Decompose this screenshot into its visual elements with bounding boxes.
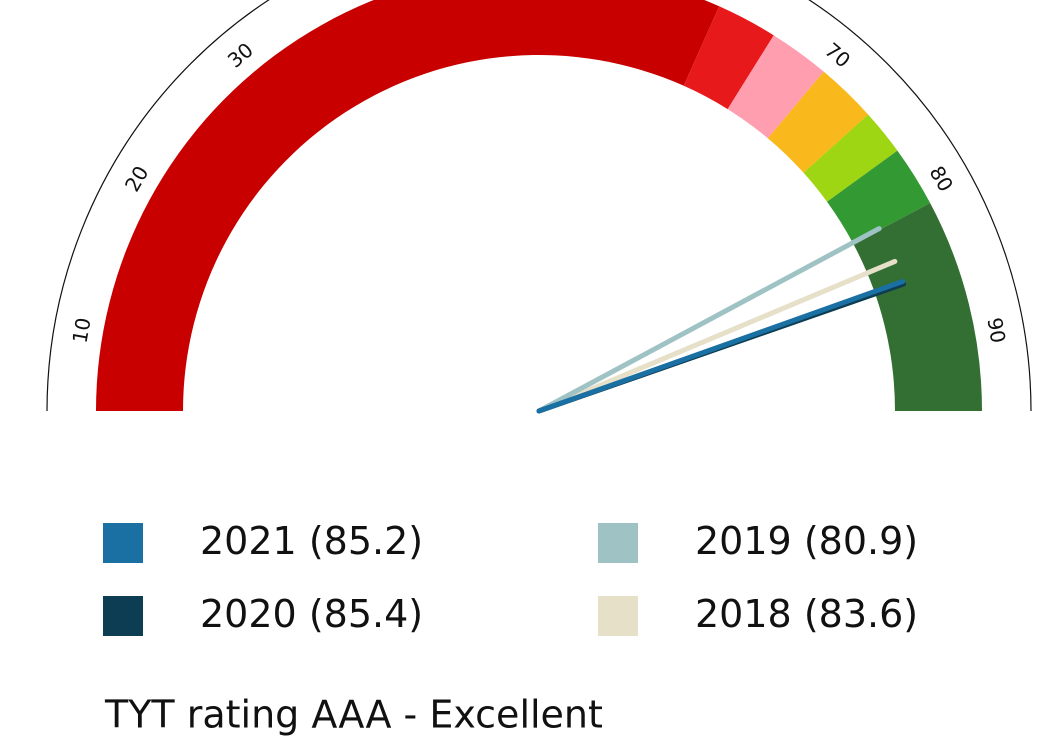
gauge-band (853, 203, 982, 411)
legend-swatch (103, 596, 143, 636)
legend-value: (80.9) (804, 519, 918, 563)
legend-label: 2018 (83.6) (695, 592, 918, 636)
legend-label: 2019 (80.9) (695, 519, 918, 563)
tick-label: 80 (925, 162, 959, 196)
gauge-band (683, 6, 774, 110)
gauge-band (803, 114, 898, 202)
legend-name: 2020 (200, 592, 297, 636)
tick-label: 20 (120, 162, 154, 196)
tick-label: 70 (820, 38, 855, 73)
legend-swatch (598, 523, 638, 563)
legend-name: 2018 (695, 592, 792, 636)
legend-swatch (103, 523, 143, 563)
needle (536, 279, 906, 414)
gauge-band (727, 35, 824, 139)
scale-arc (46, 0, 1032, 412)
gauge-band (767, 71, 869, 173)
legend-label: 2020 (85.4) (200, 592, 423, 636)
legend-name: 2019 (695, 519, 792, 563)
annotation: TYT rating AAA - Excellent (104, 693, 603, 737)
legend-name: 2021 (200, 519, 297, 563)
legend-value: (83.6) (804, 592, 918, 636)
needle (536, 258, 898, 414)
legend-swatch (598, 596, 638, 636)
legend-label: 2021 (85.2) (200, 519, 423, 563)
legend-value: (85.4) (309, 592, 423, 636)
gauge-band (96, 0, 720, 411)
tick-label: 30 (223, 38, 258, 73)
tick-label: 90 (982, 316, 1010, 345)
gauge-band (827, 150, 931, 244)
needle (536, 226, 882, 414)
legend-value: (85.2) (309, 519, 423, 563)
tick-label: 10 (68, 316, 96, 345)
